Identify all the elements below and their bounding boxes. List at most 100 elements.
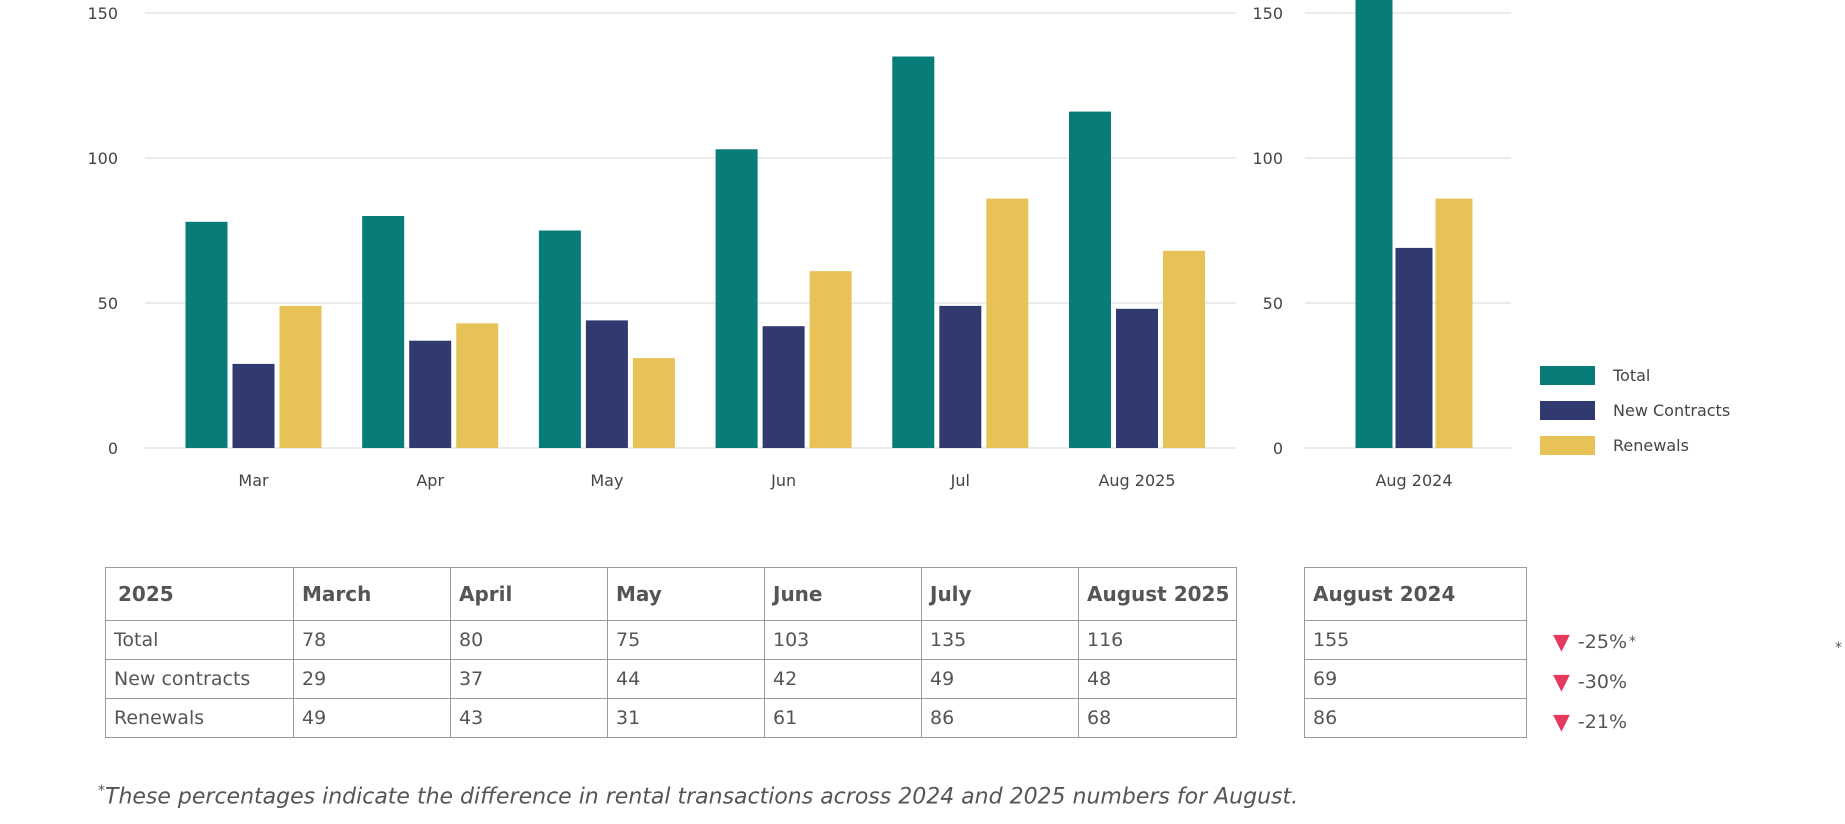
x-tick-label: Aug 2025 [1098,471,1175,490]
change-value: -30% [1577,671,1628,693]
x-tick-label: Jun [770,471,796,490]
table-header-april: April [450,567,608,621]
table-header-august-2025: August 2025 [1078,567,1237,621]
bar-total [362,216,405,448]
legend-swatch-new-contracts [1540,401,1595,420]
table-cell: 75 [607,620,765,660]
legend-label-total: Total [1613,366,1651,385]
chart-legend: Total New Contracts Renewals [1540,358,1730,463]
table-row: 86 [1304,698,1527,738]
table-row: 155 [1304,620,1527,660]
row-label-new-contracts: New contracts [105,659,294,699]
table-row: New contracts 29 37 44 42 49 48 [105,659,1237,699]
table-cell: 44 [607,659,765,699]
bar-total [538,230,581,448]
change-new-contracts: ▼ -30% [1553,662,1636,702]
bar-total [892,56,935,448]
y-tick-label: 0 [1273,439,1283,458]
table-header-june: June [764,567,922,621]
bar-new-contracts [939,305,982,448]
table-cell: 155 [1304,620,1527,660]
legend-label-renewals: Renewals [1613,436,1689,455]
bar-renewals [1163,250,1205,448]
table-row: Renewals 49 43 31 61 86 68 [105,698,1237,738]
table-cell: 86 [921,698,1079,738]
bar-new-contracts [1116,308,1158,448]
bar-total [185,221,228,448]
legend-swatch-total [1540,366,1595,385]
table-cell: 86 [1304,698,1527,738]
edge-asterisk: * [1835,640,1842,656]
x-tick-label: Mar [238,471,269,490]
table-header-july: July [921,567,1079,621]
footnote-text: These percentages indicate the differenc… [105,784,1299,810]
bar-total [1069,111,1111,448]
bar-new-contracts [762,326,805,448]
bar-total [715,149,758,449]
table-cell: 103 [764,620,922,660]
table-header-may: May [607,567,765,621]
x-tick-label: Apr [416,471,444,490]
table-cell: 29 [293,659,451,699]
table-cell: 80 [450,620,608,660]
table-cell: 135 [921,620,1079,660]
change-value: -25% [1577,631,1628,653]
bar-renewals [456,323,499,448]
percentage-changes: ▼ -25% * ▼ -30% ▼ -21% [1553,622,1636,742]
table-header-row: August 2024 [1304,567,1527,621]
legend-item-new-contracts: New Contracts [1540,393,1730,428]
bar-total [1355,0,1393,448]
table-header-august-2024: August 2024 [1304,567,1527,621]
bar-new-contracts [232,363,275,448]
bar-charts: 0 50 100 150 Mar Apr May Jun Jul Aug 2025 0 50 100 1… [87,0,1511,490]
bar-new-contracts [1395,247,1433,448]
table-cell: 61 [764,698,922,738]
table-cell: 78 [293,620,451,660]
y-tick-label: 100 [1252,149,1283,168]
y-tick-label: 50 [98,294,118,313]
legend-swatch-renewals [1540,436,1595,455]
chart-aug-2024: 0 50 100 150 Aug 2024 [1252,0,1511,490]
table-row: 69 [1304,659,1527,699]
table-cell: 68 [1078,698,1237,738]
change-value: -21% [1577,711,1628,733]
footnote-star: * [98,783,105,799]
table-cell: 42 [764,659,922,699]
table-cell: 37 [450,659,608,699]
row-label-renewals: Renewals [105,698,294,738]
x-tick-label: May [590,471,623,490]
table-row: Total 78 80 75 103 135 116 [105,620,1237,660]
legend-item-renewals: Renewals [1540,428,1730,463]
table-cell: 49 [293,698,451,738]
x-tick-label: Jul [950,471,970,490]
table-header-year: 2025 [105,567,294,621]
table-2025: 2025 March April May June July August 20… [105,567,1237,738]
table-cell: 49 [921,659,1079,699]
down-triangle-icon: ▼ [1553,629,1570,655]
table-header-row: 2025 March April May June July August 20… [105,567,1237,621]
table-august-2024: August 2024 155 69 86 [1304,567,1527,738]
bar-renewals [809,271,852,448]
bar-renewals [1435,198,1473,448]
row-label-total: Total [105,620,294,660]
y-tick-label: 50 [1263,294,1283,313]
table-cell: 43 [450,698,608,738]
bar-new-contracts [585,320,628,448]
legend-item-total: Total [1540,358,1730,393]
change-total: ▼ -25% * [1553,622,1636,662]
table-cell: 31 [607,698,765,738]
footnote: *These percentages indicate the differen… [98,783,1298,809]
legend-label-new-contracts: New Contracts [1613,401,1731,420]
footnote-marker: * [1629,634,1637,650]
bar-renewals [279,305,322,448]
y-tick-label: 100 [87,149,118,168]
x-tick-label: Aug 2024 [1375,471,1452,490]
y-tick-label: 0 [108,439,118,458]
y-tick-label: 150 [87,4,118,23]
table-cell: 48 [1078,659,1237,699]
table-cell: 116 [1078,620,1237,660]
bar-renewals [986,198,1029,448]
change-renewals: ▼ -21% [1553,702,1636,742]
table-cell: 69 [1304,659,1527,699]
bar-renewals [632,358,675,448]
